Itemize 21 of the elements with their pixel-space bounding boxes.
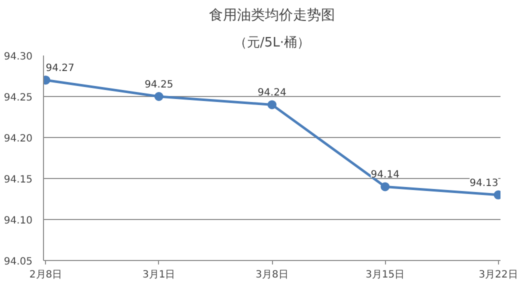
chart-subtitle: （元/5L·桶） bbox=[234, 36, 310, 50]
y-tick-label: 94.15 bbox=[4, 174, 33, 186]
y-tick-label: 94.20 bbox=[4, 134, 33, 144]
y-tick-label: 94.25 bbox=[4, 92, 33, 104]
data-label: 94.14 bbox=[370, 170, 400, 181]
x-tick-label: 3月1日 bbox=[142, 270, 176, 280]
y-tick-label: 94.05 bbox=[4, 256, 33, 268]
data-label: 94.13 bbox=[470, 178, 498, 189]
data-label: 94.27 bbox=[46, 63, 74, 74]
y-tick-label: 94.30 bbox=[4, 52, 33, 62]
y-tick-label: 94.10 bbox=[4, 216, 33, 226]
x-tick-label: 2月8日 bbox=[29, 270, 62, 280]
data-label: 94.24 bbox=[258, 88, 286, 99]
x-tick-label: 3月22日 bbox=[478, 270, 518, 280]
x-tick-label: 3月8日 bbox=[256, 270, 288, 280]
point bbox=[154, 92, 164, 101]
point bbox=[268, 100, 276, 110]
data-label: 94.25 bbox=[144, 80, 174, 90]
point bbox=[380, 182, 390, 192]
chart-title: 食用油类均价走势图 bbox=[209, 8, 335, 24]
x-tick-label: 3月15日 bbox=[366, 270, 405, 280]
